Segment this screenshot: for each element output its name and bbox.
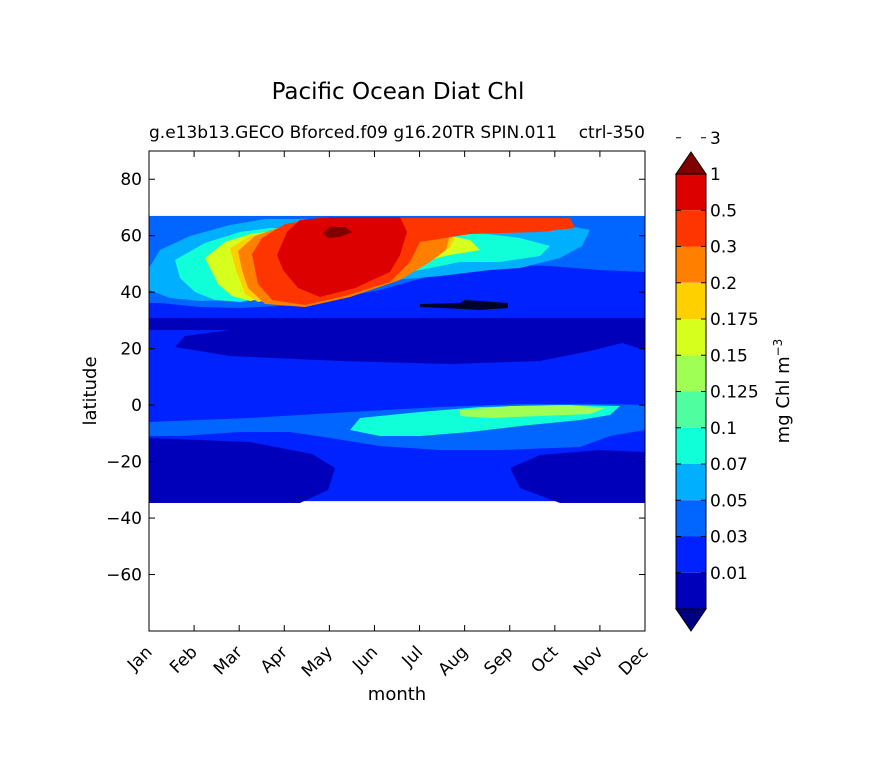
x-tick-label: Jan	[123, 642, 156, 675]
colorbar-segment	[676, 536, 706, 573]
colorbar-extend-min	[675, 608, 707, 632]
y-tick-label: 80	[120, 170, 142, 190]
y-tick-label: 40	[120, 283, 142, 303]
chart-subtitle-left: g.e13b13.GECO Bforced.f09 g16.20TR SPIN.…	[149, 123, 557, 143]
y-tick-label: 60	[120, 227, 142, 247]
colorbar-tick-label: 0.3	[710, 238, 737, 258]
colorbar-tick-label: 1	[710, 165, 721, 185]
region-spring-bloom-maroon	[323, 227, 352, 238]
y-tick-label: −40	[106, 509, 142, 529]
colorbar-segment	[676, 210, 706, 247]
colorbar-tick-label: 0.175	[710, 310, 759, 330]
colorbar-tick-label: 0.15	[710, 346, 748, 366]
y-axis-label: latitude	[80, 356, 101, 425]
colorbar-segment	[676, 391, 706, 428]
colorbar-tick-label: 0.2	[710, 274, 737, 294]
plot-frame	[148, 150, 646, 632]
region-southern-ocean-deep	[510, 450, 645, 503]
colorbar-segment	[676, 572, 706, 609]
x-tick-label: Nov	[570, 642, 608, 680]
x-tick-label: Feb	[166, 642, 201, 677]
x-axis-label: month	[368, 684, 426, 705]
x-tick-label: May	[298, 642, 337, 681]
x-tick-label: Oct	[527, 642, 562, 677]
colorbar-segment	[676, 500, 706, 537]
colorbar: 0.01 0.03 0.05 0.07 0.1 0.125 0.15 0.175 0.2 0.3 0…	[675, 129, 759, 632]
colorbar-segment	[676, 174, 706, 211]
x-tick-label: Apr	[257, 642, 292, 677]
colorbar-segment	[676, 319, 706, 356]
colorbar-segment	[676, 282, 706, 319]
colorbar-tick-label: 3	[710, 129, 721, 149]
region-equatorial-upwelling-core	[460, 405, 605, 418]
chart-subtitle-right: ctrl-350	[579, 123, 645, 143]
y-tick-label: 20	[120, 340, 142, 360]
colorbar-extend-max	[675, 151, 707, 175]
y-tick-label: 0	[131, 396, 142, 416]
region-subtropical-gyre-south	[149, 438, 335, 503]
colorbar-segment	[676, 246, 706, 283]
contour-artifact	[420, 300, 508, 310]
y-tick-label: −60	[106, 566, 142, 586]
x-tick-label: Sep	[480, 642, 517, 679]
colorbar-segment	[676, 427, 706, 464]
y-tick-label: −20	[106, 453, 142, 473]
colorbar-label: mg Chl m−3	[771, 339, 794, 444]
chart-title: Pacific Ocean Diat Chl	[272, 79, 525, 105]
colorbar-tick-label: 0.03	[710, 528, 748, 548]
colorbar-tick-label: 0.07	[710, 455, 748, 475]
y-axis: 80 60 40 20 0 −20 −40 −60	[106, 170, 645, 586]
colorbar-tick-label: 0.5	[710, 201, 737, 221]
x-tick-label: Mar	[210, 642, 247, 679]
colorbar-tick-label: 0.05	[710, 491, 748, 511]
colorbar-tick-label: 0.01	[710, 564, 748, 584]
colorbar-segment	[676, 464, 706, 501]
x-tick-label: Jul	[398, 642, 427, 671]
region-subtropical-gyre-north	[149, 318, 645, 364]
x-tick-label: Aug	[435, 642, 473, 680]
x-tick-label: Jun	[348, 642, 382, 676]
colorbar-segment	[676, 355, 706, 392]
colorbar-tick-label: 0.1	[710, 419, 737, 439]
x-tick-label: Dec	[615, 642, 652, 679]
colorbar-tick-label: 0.125	[710, 383, 759, 403]
region-spring-bloom-red	[277, 217, 407, 297]
